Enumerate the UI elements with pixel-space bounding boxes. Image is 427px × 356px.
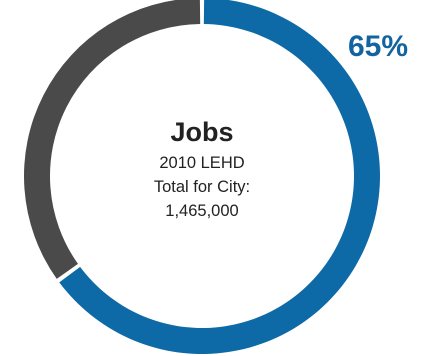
center-title: Jobs [170,117,233,147]
donut-slice-2 [24,0,201,279]
percent-data-label: 65% [348,30,408,63]
center-line-3: 1,465,000 [165,202,238,220]
center-line-2: Total for City: [154,178,250,196]
center-line-1: 2010 LEHD [159,154,244,172]
center-text: Jobs 2010 LEHD Total for City: 1,465,000 [154,117,250,220]
donut-slices [24,0,380,354]
